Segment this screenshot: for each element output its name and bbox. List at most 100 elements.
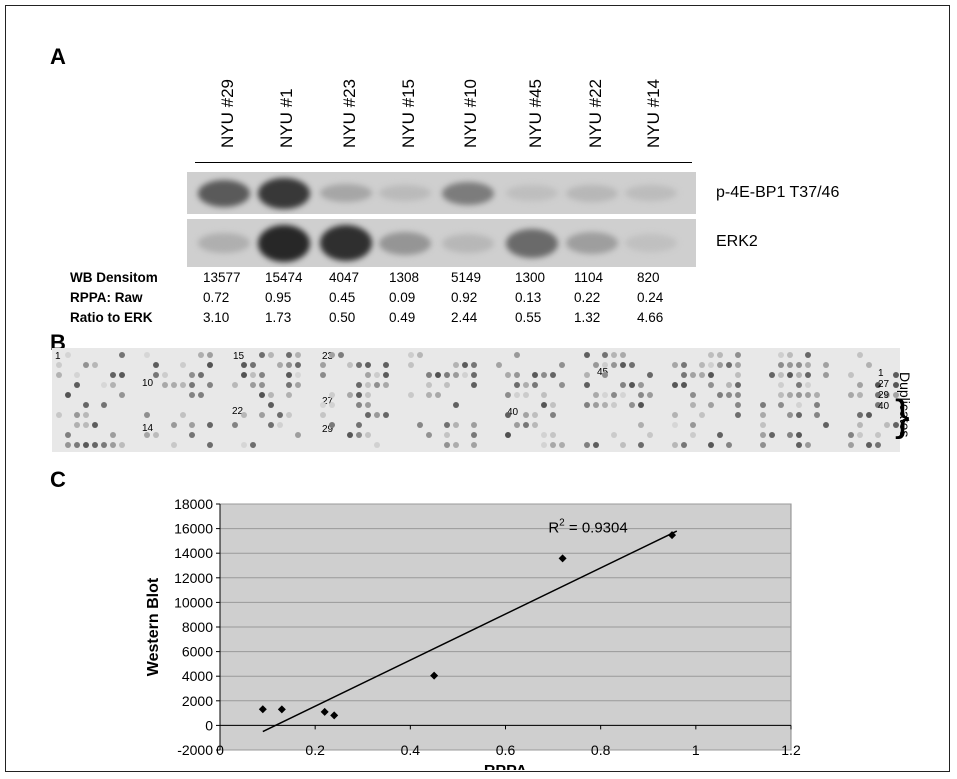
array-spot	[295, 352, 301, 358]
table-cell: 5149	[451, 270, 482, 285]
array-spot	[171, 442, 177, 448]
array-spot-label: 29	[322, 424, 334, 435]
array-spot	[647, 432, 653, 438]
array-spot	[857, 422, 863, 428]
array-spot	[92, 442, 98, 448]
array-spot	[690, 422, 696, 428]
array-spot	[356, 402, 362, 408]
array-spot	[681, 382, 687, 388]
array-spot	[74, 382, 80, 388]
array-spot	[83, 412, 89, 418]
array-spot	[866, 412, 872, 418]
array-spot	[690, 372, 696, 378]
array-spot	[699, 372, 705, 378]
array-spot	[189, 372, 195, 378]
lane-label-text: NYU #15	[399, 79, 418, 148]
data-point	[430, 671, 439, 680]
array-spot	[672, 442, 678, 448]
array-spot	[717, 352, 723, 358]
array-spot	[162, 372, 168, 378]
array-spot	[83, 422, 89, 428]
table-cell: 0.13	[515, 290, 542, 305]
array-spot	[408, 362, 414, 368]
table-cell: 820	[637, 270, 660, 285]
x-tick-label: 0.2	[305, 742, 325, 758]
array-spot	[374, 412, 380, 418]
table-cell: 1300	[515, 270, 546, 285]
array-spot	[110, 382, 116, 388]
array-spot	[232, 382, 238, 388]
array-spot	[83, 362, 89, 368]
array-spot	[162, 382, 168, 388]
array-spot	[338, 352, 344, 358]
array-spot	[638, 422, 644, 428]
x-tick-label: 0.4	[401, 742, 421, 758]
array-spot	[875, 432, 881, 438]
y-tick-label: 2000	[182, 693, 213, 709]
array-spot	[778, 402, 784, 408]
array-spot	[857, 432, 863, 438]
array-spot	[796, 362, 802, 368]
array-spot	[787, 372, 793, 378]
array-spot	[435, 372, 441, 378]
blot-band	[320, 225, 372, 261]
array-spot	[426, 392, 432, 398]
array-spot	[593, 392, 599, 398]
array-spot	[286, 392, 292, 398]
array-spot	[823, 362, 829, 368]
array-spot	[426, 372, 432, 378]
array-spot	[514, 392, 520, 398]
array-spot	[329, 352, 335, 358]
array-spot	[198, 372, 204, 378]
table-cell: 13577	[203, 270, 241, 285]
array-spot	[611, 402, 617, 408]
y-tick-label: 0	[205, 717, 213, 733]
array-spot	[65, 442, 71, 448]
array-spot	[347, 432, 353, 438]
array-spot	[505, 392, 511, 398]
data-point	[558, 554, 567, 563]
y-tick-label: 18000	[174, 496, 213, 512]
array-spot	[180, 412, 186, 418]
scatter-chart: -200002000400060008000100001200014000160…	[145, 496, 801, 770]
array-spot	[848, 442, 854, 448]
array-right-label: 27	[878, 379, 890, 390]
array-spot	[153, 362, 159, 368]
table-row-label: RPPA: Raw	[70, 290, 143, 305]
lane-label-text: NYU #1	[277, 88, 296, 148]
array-spot	[584, 402, 590, 408]
array-spot	[805, 352, 811, 358]
array-spot	[760, 412, 766, 418]
array-spot	[374, 382, 380, 388]
blot-band	[198, 180, 250, 207]
array-spot	[602, 392, 608, 398]
array-spot	[207, 442, 213, 448]
lane-label: NYU #14	[638, 68, 668, 148]
array-spot	[110, 432, 116, 438]
array-right-label: 40	[878, 401, 890, 412]
array-spot	[241, 362, 247, 368]
array-spot	[92, 362, 98, 368]
array-spot	[189, 382, 195, 388]
array-spot	[602, 402, 608, 408]
array-spot	[866, 362, 872, 368]
array-spot	[647, 372, 653, 378]
lane-label-text: NYU #23	[340, 79, 359, 148]
array-spot	[602, 352, 608, 358]
array-spot	[514, 422, 520, 428]
array-spot	[611, 392, 617, 398]
array-spot	[708, 352, 714, 358]
array-spot	[620, 362, 626, 368]
array-spot	[259, 372, 265, 378]
array-spot	[277, 422, 283, 428]
array-spot	[65, 392, 71, 398]
array-spot	[65, 352, 71, 358]
array-spot	[690, 392, 696, 398]
array-spot	[532, 372, 538, 378]
array-spot	[611, 362, 617, 368]
array-spot	[620, 392, 626, 398]
lane-label: NYU #10	[455, 68, 485, 148]
array-spot	[514, 352, 520, 358]
array-spot	[110, 442, 116, 448]
array-spot	[198, 392, 204, 398]
